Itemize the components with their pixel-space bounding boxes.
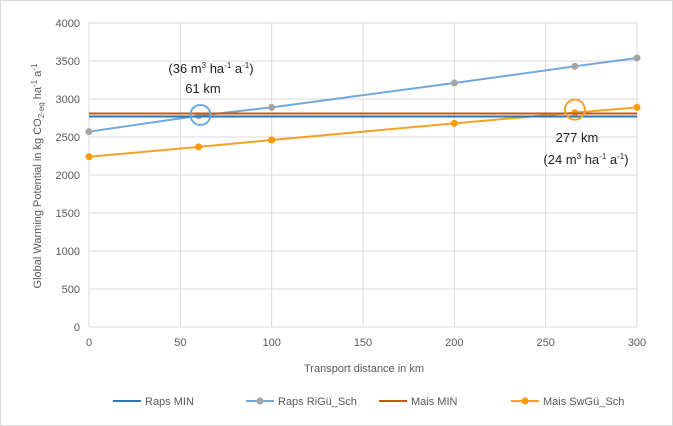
y-tick-label: 2500	[56, 132, 80, 144]
legend: Raps MIN Raps RiGü_Sch Mais MIN Mais SwGü_S…	[113, 396, 624, 408]
series-line	[88, 56, 638, 133]
annotation-raps-distance: 61 km	[185, 81, 220, 96]
y-tick-label: 3000	[56, 94, 80, 106]
legend-marker	[521, 397, 529, 405]
annotation-raps: (36 m3 ha-1 a-1) 61 km	[168, 61, 254, 126]
y-tick-label: 2000	[56, 170, 80, 182]
annotation-mais-distance: 277 km	[556, 130, 599, 145]
y-axis-title: Global Warming Potential in kg CO2-eq ha…	[30, 63, 46, 288]
x-tick-label: 0	[86, 337, 92, 349]
x-tick-label: 250	[536, 337, 554, 349]
y-tick-label: 1000	[56, 246, 80, 258]
x-tick-label: 150	[354, 337, 372, 349]
x-tick-labels: 0 50 100 150 200 250 300	[86, 337, 646, 349]
data-point	[85, 128, 93, 136]
data-point	[268, 103, 276, 111]
y-tick-label: 500	[62, 284, 80, 296]
x-tick-label: 100	[262, 337, 280, 349]
legend-label: Mais MIN	[411, 396, 458, 408]
y-tick-label: 3500	[56, 56, 80, 68]
data-point	[195, 143, 203, 151]
data-point	[633, 103, 641, 111]
data-point	[85, 153, 93, 161]
annotation-mais: 277 km (24 m3 ha-1 a-1)	[543, 98, 629, 167]
legend-item-mais-min: Mais MIN	[379, 396, 458, 408]
gridlines	[88, 22, 638, 328]
break-even-circle	[563, 98, 586, 121]
y-tick-label: 1500	[56, 208, 80, 220]
y-tick-labels: 0 500 1000 1500 2000 2500 3000 3500 4000	[56, 18, 80, 334]
data-point	[571, 62, 579, 70]
y-tick-label: 4000	[56, 18, 80, 30]
data-point	[633, 54, 641, 62]
legend-item-mais-swg-sch: Mais SwGü_Sch	[511, 396, 624, 408]
legend-marker	[256, 397, 264, 405]
legend-item-raps-min: Raps MIN	[113, 396, 194, 408]
data-point	[450, 79, 458, 87]
x-tick-label: 50	[174, 337, 186, 349]
x-tick-label: 200	[445, 337, 463, 349]
annotation-mais-rate: (24 m3 ha-1 a-1)	[543, 152, 628, 167]
legend-label: Raps RiGü_Sch	[278, 396, 357, 408]
data-point	[450, 119, 458, 127]
legend-label: Mais SwGü_Sch	[543, 396, 624, 408]
x-axis-title: Transport distance in km	[304, 363, 424, 375]
annotations: (36 m3 ha-1 a-1) 61 km 277 km (24 m3 ha-1 a…	[168, 61, 628, 167]
data-point	[268, 136, 276, 144]
legend-item-raps-rig-sch: Raps RiGü_Sch	[246, 396, 357, 408]
y-tick-label: 0	[74, 322, 80, 334]
legend-label: Raps MIN	[145, 396, 194, 408]
break-even-circle	[189, 103, 212, 126]
x-tick-label: 300	[628, 337, 646, 349]
annotation-raps-rate: (36 m3 ha-1 a-1)	[168, 61, 253, 76]
